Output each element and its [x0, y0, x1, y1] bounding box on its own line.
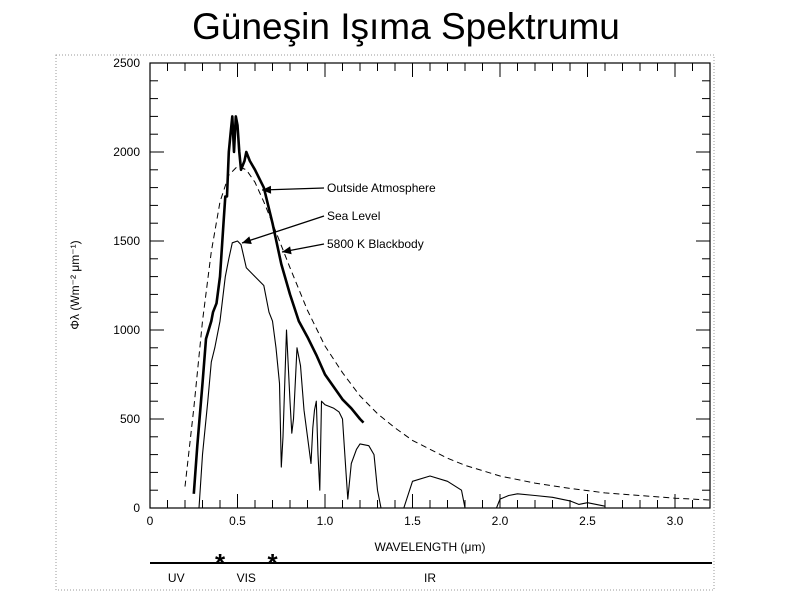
x-tick-label: 2.5: [579, 514, 596, 528]
tick-labels: 0 0.5 1.0 1.5 2.0 2.5 3.0 0 500 1000 1500 2000 2500: [113, 56, 683, 528]
x-axis-label: WAVELENGTH (μm): [375, 540, 486, 554]
series-5800-k-blackbody: [184, 165, 710, 501]
y-tick-label: 2000: [113, 145, 140, 159]
y-tick-label: 0: [133, 501, 140, 515]
x-tick-label: 0: [147, 514, 154, 528]
x-tick-label: 1.5: [404, 514, 421, 528]
annotation-arrowhead: [242, 236, 252, 244]
content-frame: [55, 54, 715, 591]
annotation-label: Outside Atmosphere: [327, 181, 436, 195]
band-label: VIS: [237, 571, 256, 585]
annotation-arrowhead: [282, 246, 292, 255]
annotation-label: Sea Level: [327, 209, 380, 223]
series-outside-atmosphere: [192, 115, 365, 494]
x-tick-label: 3.0: [667, 514, 684, 528]
annotation-label: 5800 K Blackbody: [327, 237, 424, 251]
y-axis-label: Φλ (Wm⁻² μm⁻¹): [68, 240, 82, 329]
annotation-arrowhead: [262, 185, 272, 194]
y-tick-label: 2500: [113, 56, 140, 70]
annotation-layer: Outside Atmosphere Sea Level 5800 K Blackb…: [241, 181, 436, 255]
y-tick-label: 500: [120, 412, 140, 426]
y-tick-label: 1000: [113, 323, 140, 337]
x-tick-label: 1.0: [317, 514, 334, 528]
series-layer: [184, 115, 710, 508]
band-label: IR: [424, 571, 436, 585]
band-boundary-marker: *: [267, 548, 278, 578]
slide-title: Güneşin Işıma Spektrumu: [192, 6, 620, 47]
y-tick-label: 1500: [113, 234, 140, 248]
wavelength-bands: * * UV VIS IR: [150, 548, 712, 585]
axis-ticks: [149, 62, 711, 509]
x-tick-label: 0.5: [229, 514, 246, 528]
band-label: UV: [168, 571, 185, 585]
band-boundary-marker: *: [215, 548, 226, 578]
series-sea-level: [198, 240, 606, 508]
x-tick-label: 2.0: [492, 514, 509, 528]
annotation-arrow: [241, 215, 325, 244]
annotation-arrow: [261, 187, 325, 191]
